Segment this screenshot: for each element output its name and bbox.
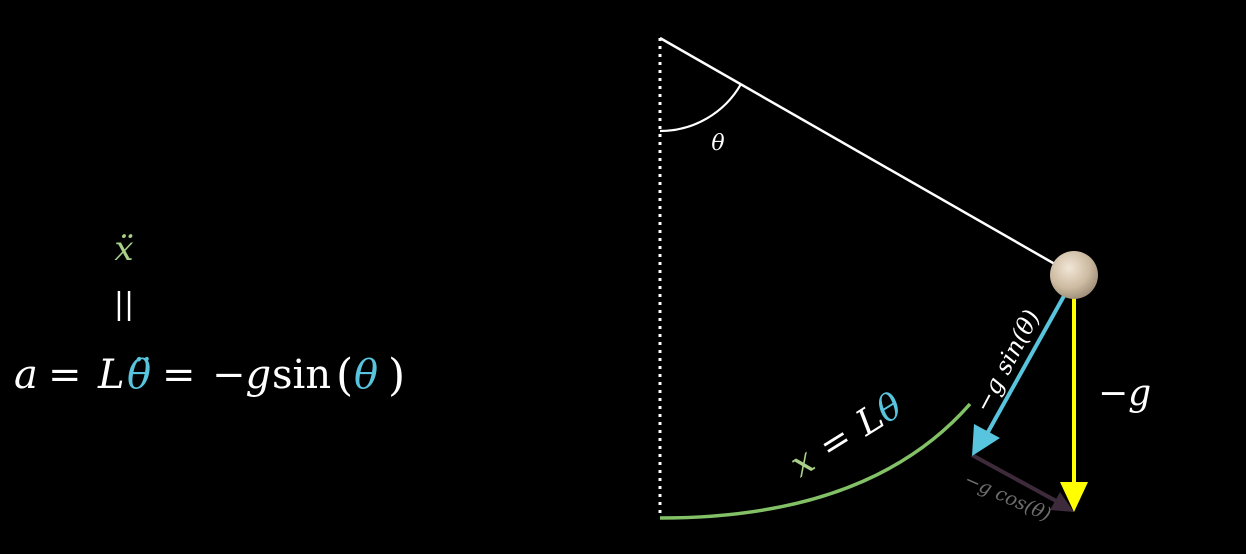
- paren-close: ): [388, 350, 405, 401]
- equals-sign-2: =: [162, 352, 196, 398]
- sin-function: sin: [272, 352, 331, 398]
- arc-label-equals: =: [812, 417, 859, 468]
- cos-component-label: −g cos(θ): [961, 468, 1054, 526]
- sin-component-arrow-head: [972, 424, 1000, 456]
- arc-length-path: [659, 402, 972, 520]
- theta-in-sin: θ: [354, 352, 378, 398]
- pendulum-bob: [1050, 251, 1098, 299]
- negative-g: −g: [212, 352, 271, 398]
- theta-double-dot: θ̈: [127, 352, 151, 398]
- cos-component-label-text: −g cos(θ): [961, 468, 1054, 526]
- equals-sign-1: =: [48, 352, 82, 398]
- arc-label-x: x: [783, 440, 822, 486]
- paren-open: (: [336, 350, 353, 401]
- vertical-equals-sign: ||: [114, 287, 134, 322]
- pendulum-rod: [659, 36, 1075, 277]
- cos-component-arrow-shaft: [971, 453, 1059, 504]
- angle-label-theta: θ: [711, 131, 724, 156]
- acceleration-a: a: [14, 352, 38, 398]
- gravity-label: −g: [1098, 373, 1151, 414]
- arc-length-label: x = L θ: [783, 385, 910, 485]
- angle-arc: [659, 83, 742, 133]
- equation: ẍ || a = L θ̈ = −g sin ( θ ): [14, 229, 405, 401]
- cos-component-arrow-head: [1050, 492, 1074, 512]
- sin-component-arrow-shaft: [986, 277, 1076, 433]
- pendulum-diagram: θ x = L θ −g cos(θ) −g −g sin(θ): [658, 36, 1151, 526]
- length-L: L: [97, 352, 125, 398]
- x-double-dot: ẍ: [114, 229, 133, 269]
- gravity-arrow-head: [1060, 482, 1088, 512]
